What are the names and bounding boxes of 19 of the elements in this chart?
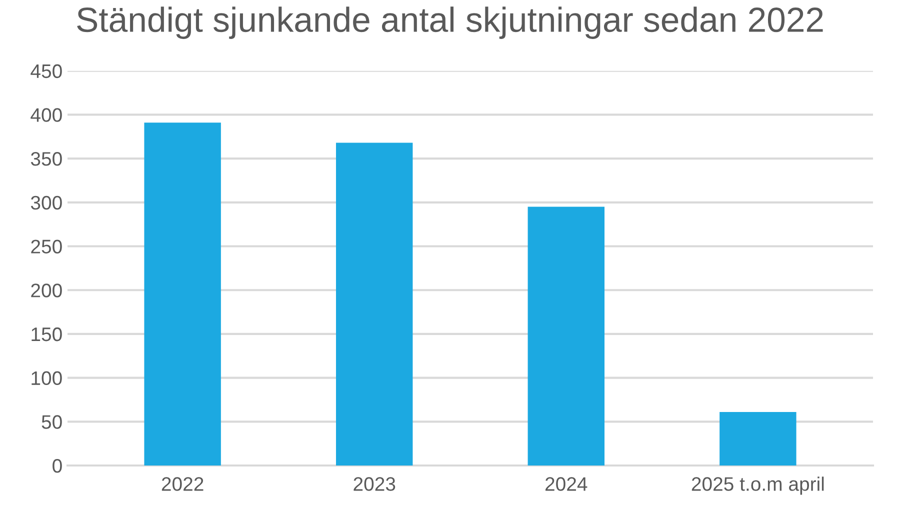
x-tick-label: 2023 <box>354 477 396 491</box>
y-tick-label: 0 <box>52 458 62 473</box>
y-tick-label: 450 <box>30 64 62 78</box>
bar <box>528 206 604 466</box>
y-tick-label: 50 <box>42 415 62 429</box>
y-tick-label: 150 <box>32 327 62 342</box>
y-tick-label: 200 <box>31 284 62 298</box>
y-tick-label: 100 <box>32 371 62 386</box>
y-tick-label: 300 <box>30 196 62 210</box>
x-tick-label: 2024 <box>545 477 588 491</box>
bar <box>720 412 796 466</box>
y-tick-label: 400 <box>30 108 62 122</box>
x-tick-label: 2022 <box>162 477 204 491</box>
y-tick-label: 250 <box>31 240 62 254</box>
bar <box>336 142 413 466</box>
y-tick-label: 350 <box>30 152 62 166</box>
chart-title: Ständigt sjunkande antal skjutningar sedan 2022 <box>77 6 823 39</box>
bar <box>144 122 221 466</box>
x-tick-label: 2025 t.o.m april <box>692 476 824 495</box>
